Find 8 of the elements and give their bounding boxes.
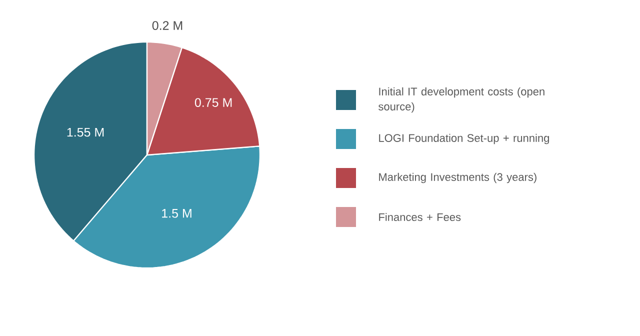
data-label: 0.2 M bbox=[152, 21, 182, 30]
data-label: 1.5 M bbox=[162, 209, 192, 218]
legend-label: Finances + Fees bbox=[379, 212, 461, 222]
legend-label: Initial IT development costs (open source) bbox=[378, 87, 544, 113]
data-label: 1.55 M bbox=[67, 128, 104, 137]
data-label: 0.75 M bbox=[194, 98, 232, 107]
legend-label: LOGI Foundation Set-up + running bbox=[379, 134, 549, 144]
legend-label: Marketing Investments (3 years) bbox=[379, 172, 536, 184]
